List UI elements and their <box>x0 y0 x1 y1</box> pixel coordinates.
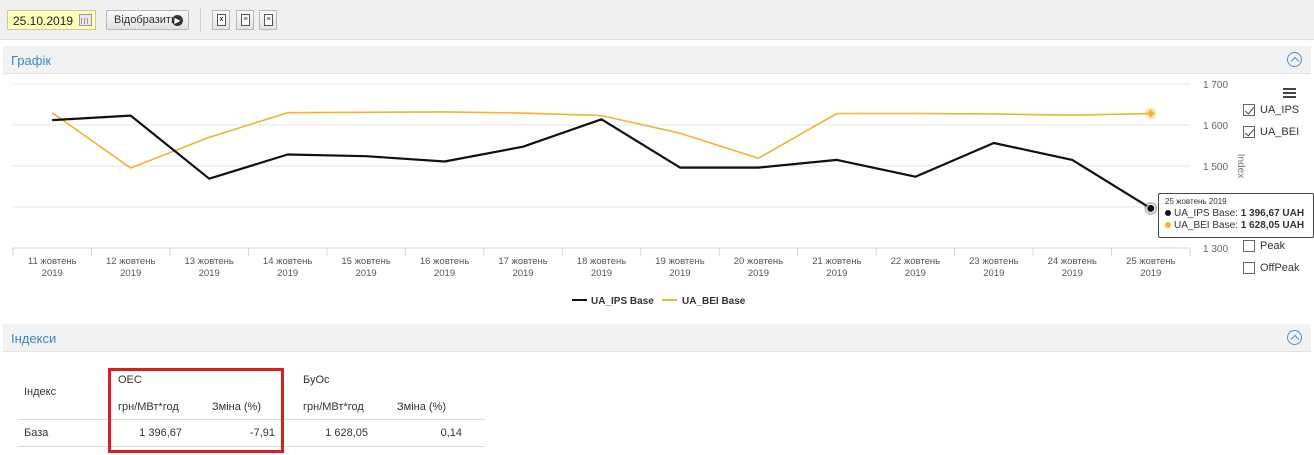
show-button-label: Відобразити <box>114 14 178 26</box>
checkbox-label: OffPeak <box>1260 262 1300 274</box>
y-tick-label: 1 700 <box>1203 80 1228 91</box>
date-value: 25.10.2019 <box>13 14 74 28</box>
buos-change-value: 0,14 <box>440 427 462 439</box>
column-header-change: Зміна (%) <box>397 401 447 413</box>
x-tick-label: 14 жовтень <box>263 256 312 267</box>
document-export-button[interactable]: ≡ <box>236 10 254 30</box>
x-tick-label: 12 жовтень <box>106 256 155 267</box>
x-tick-label: 2019 <box>434 268 455 279</box>
table-divider <box>18 446 485 447</box>
x-tick-label: 2019 <box>983 268 1004 279</box>
toolbar: 25.10.2019 Відобразити ▶ x ≡ ≡ <box>0 0 1314 40</box>
tooltip-label: UA_BEI Base: <box>1174 220 1238 231</box>
group-header-oes: ОЕС <box>118 374 142 386</box>
x-tick-label: 25 жовтень <box>1126 256 1175 267</box>
oes-change-value: -7,91 <box>249 427 275 439</box>
table-divider <box>18 419 485 420</box>
document-export-button-2[interactable]: ≡ <box>259 10 277 30</box>
x-tick-label: 20 жовтень <box>734 256 783 267</box>
table-row-label: База <box>24 427 49 439</box>
legend-label: UA_BEI Base <box>682 296 746 307</box>
checkbox-icon[interactable] <box>1243 240 1255 252</box>
column-header-change: Зміна (%) <box>212 401 262 413</box>
x-tick-label: 2019 <box>42 268 63 279</box>
show-button[interactable]: Відобразити ▶ <box>106 10 189 30</box>
x-tick-label: 11 жовтень <box>28 256 77 267</box>
x-tick-label: 2019 <box>199 268 220 279</box>
series-dot-icon <box>1165 210 1171 216</box>
x-tick-label: 22 жовтень <box>891 256 940 267</box>
tooltip-value: 1 396,67 UAH <box>1240 208 1305 219</box>
x-tick-label: 21 жовтень <box>812 256 861 267</box>
tooltip-value: 1 628,05 UAH <box>1240 220 1305 231</box>
x-tick-label: 2019 <box>1062 268 1083 279</box>
x-tick-label: 2019 <box>1140 268 1161 279</box>
toolbar-divider <box>200 8 201 32</box>
x-tick-label: 17 жовтень <box>498 256 547 267</box>
date-input[interactable]: 25.10.2019 <box>7 10 96 30</box>
series-line-ua-bei-base <box>51 111 1151 169</box>
x-tick-label: 2019 <box>120 268 141 279</box>
row-header: Індекс <box>24 386 57 398</box>
buos-price-value: 1 628,05 <box>325 427 368 439</box>
column-header-price: грн/МВт*год <box>303 401 364 413</box>
checkbox-icon[interactable] <box>1243 126 1255 138</box>
checkbox-label: UA_BEI <box>1260 126 1300 138</box>
chart-panel-header: Графік <box>3 46 1311 74</box>
x-tick-label: 2019 <box>748 268 769 279</box>
collapse-index-icon[interactable] <box>1287 330 1302 345</box>
chart-panel-title: Графік <box>11 53 52 68</box>
checkbox-label: UA_IPS <box>1260 104 1300 116</box>
y-tick-label: 1 300 <box>1203 244 1228 255</box>
index-panel-title: Індекси <box>11 331 57 346</box>
column-header-price: грн/МВт*год <box>118 401 179 413</box>
document-export-icon: ≡ <box>241 14 250 26</box>
tooltip-date: 25 жовтень 2019 <box>1165 197 1227 206</box>
data-point-marker <box>1146 203 1156 213</box>
oes-price-value: 1 396,67 <box>139 427 182 439</box>
checkbox-label: Peak <box>1260 240 1286 252</box>
excel-export-button[interactable]: x <box>212 10 230 30</box>
x-tick-label: 2019 <box>591 268 612 279</box>
x-tick-label: 16 жовтень <box>420 256 469 267</box>
x-tick-label: 18 жовтень <box>577 256 626 267</box>
checkbox-icon[interactable] <box>1243 262 1255 274</box>
x-tick-label: 19 жовтень <box>655 256 704 267</box>
chart-tooltip: 25 жовтень 2019 UA_IPS Base: 1 396,67 UA… <box>1158 193 1314 238</box>
collapse-chart-icon[interactable] <box>1287 52 1302 67</box>
x-tick-label: 13 жовтень <box>184 256 233 267</box>
tooltip-row: UA_IPS Base: 1 396,67 UAH <box>1165 208 1313 220</box>
x-tick-label: 2019 <box>669 268 690 279</box>
x-tick-label: 2019 <box>356 268 377 279</box>
calendar-icon[interactable] <box>79 14 92 26</box>
checkbox-icon[interactable] <box>1243 104 1255 116</box>
series-line-ua-ips-base <box>52 114 1152 210</box>
y-tick-label: 1 600 <box>1203 121 1228 132</box>
x-tick-label: 23 жовтень <box>969 256 1018 267</box>
tooltip-row: UA_BEI Base: 1 628,05 UAH <box>1165 220 1313 232</box>
tooltip-label: UA_IPS Base: <box>1174 208 1238 219</box>
document-export-icon-2: ≡ <box>264 14 273 26</box>
series-dot-icon <box>1165 222 1171 228</box>
chevron-right-icon: ▶ <box>172 15 183 26</box>
x-tick-label: 15 жовтень <box>341 256 390 267</box>
x-tick-label: 2019 <box>826 268 847 279</box>
legend-label: UA_IPS Base <box>591 296 654 307</box>
highlight-box <box>108 368 284 453</box>
x-tick-label: 2019 <box>512 268 533 279</box>
y-tick-label: 1 500 <box>1203 162 1228 173</box>
x-tick-label: 2019 <box>905 268 926 279</box>
group-header-buos: БуОс <box>303 374 330 386</box>
y-axis-label: Index <box>1235 154 1246 178</box>
excel-export-icon: x <box>217 14 226 26</box>
hamburger-menu-icon[interactable] <box>1283 88 1296 98</box>
x-tick-label: 2019 <box>277 268 298 279</box>
index-panel-header: Індекси <box>3 324 1311 352</box>
data-point-marker <box>1146 109 1155 118</box>
x-tick-label: 24 жовтень <box>1048 256 1097 267</box>
